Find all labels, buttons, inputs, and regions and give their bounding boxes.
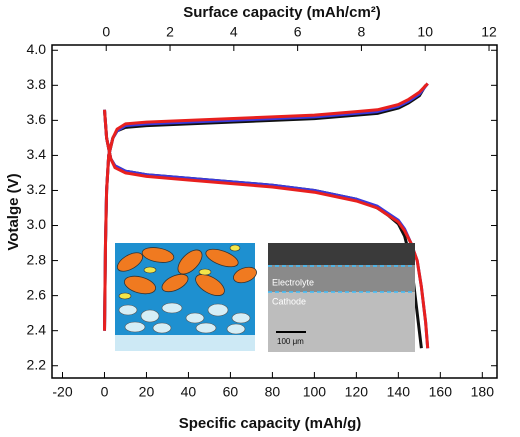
cathode-grain	[152, 322, 172, 334]
x2-tick-label: 12	[481, 24, 497, 40]
y-tick-label: 3.8	[27, 76, 47, 92]
cathode-grain	[161, 302, 183, 314]
y-tick-label: 2.2	[27, 356, 47, 372]
x-tick-label: 40	[181, 384, 197, 400]
x-tick-label: 0	[101, 384, 109, 400]
y-axis-label: Votalge (V)	[5, 173, 22, 250]
cathode-grain	[195, 322, 217, 334]
x-tick-label: -20	[52, 384, 72, 400]
x2-tick-label: 0	[102, 24, 110, 40]
x2-tick-label: 8	[358, 24, 366, 40]
cathode-grain	[226, 323, 246, 335]
y-tick-label: 3.2	[27, 181, 47, 197]
particle-small	[229, 244, 241, 252]
annotation: Cathode	[272, 296, 306, 306]
x-tick-label: 100	[303, 384, 327, 400]
particle	[124, 275, 156, 295]
plot-frame	[51, 44, 498, 379]
y-tick-label: 2.4	[27, 321, 47, 337]
x2-axis-label: Surface capacity (mAh/cm²)	[183, 4, 381, 21]
particle	[161, 273, 189, 293]
curve	[103, 82, 429, 331]
x2-tick-label: 2	[166, 24, 174, 40]
y-tick-label: 3.6	[27, 111, 47, 127]
particle	[116, 252, 144, 272]
particle	[177, 249, 203, 275]
particle-small	[143, 266, 157, 274]
x2-tick-label: 10	[417, 24, 433, 40]
x-tick-label: 60	[223, 384, 239, 400]
cathode-grain	[231, 312, 251, 324]
cathode-grain	[185, 312, 205, 324]
x2-tick-label: 4	[230, 24, 238, 40]
x-tick-label: 160	[429, 384, 453, 400]
y-tick-label: 2.8	[27, 251, 47, 267]
sem-electrolyte	[268, 265, 415, 292]
cathode-grain	[124, 321, 146, 333]
x-axis-label: Specific capacity (mAh/g)	[179, 415, 362, 432]
x-tick-label: 180	[471, 384, 495, 400]
curve	[103, 109, 430, 349]
y-tick-label: 3.0	[27, 216, 47, 232]
y-tick-label: 2.6	[27, 286, 47, 302]
annotation: 100 μm	[277, 337, 304, 346]
cathode-grain	[207, 303, 229, 317]
x-tick-label: 80	[265, 384, 281, 400]
annotation: Electrolyte	[272, 277, 314, 287]
particle-small	[118, 292, 132, 300]
cathode-grain	[140, 309, 160, 323]
x-tick-label: 140	[387, 384, 411, 400]
particle	[205, 248, 239, 268]
inset-schematic	[115, 243, 257, 351]
x-tick-label: 120	[345, 384, 369, 400]
x-tick-label: 20	[139, 384, 155, 400]
x2-tick-label: 6	[294, 24, 302, 40]
sem-top	[268, 243, 415, 265]
inset-sem: Electrolyte Cathode 100 μm	[268, 243, 415, 352]
y-tick-label: 4.0	[27, 41, 47, 57]
cathode-grain	[118, 304, 138, 316]
y-tick-label: 3.4	[27, 146, 47, 162]
particle	[141, 247, 175, 263]
particle	[233, 266, 257, 284]
particle	[195, 274, 225, 296]
particle-small	[198, 268, 212, 276]
